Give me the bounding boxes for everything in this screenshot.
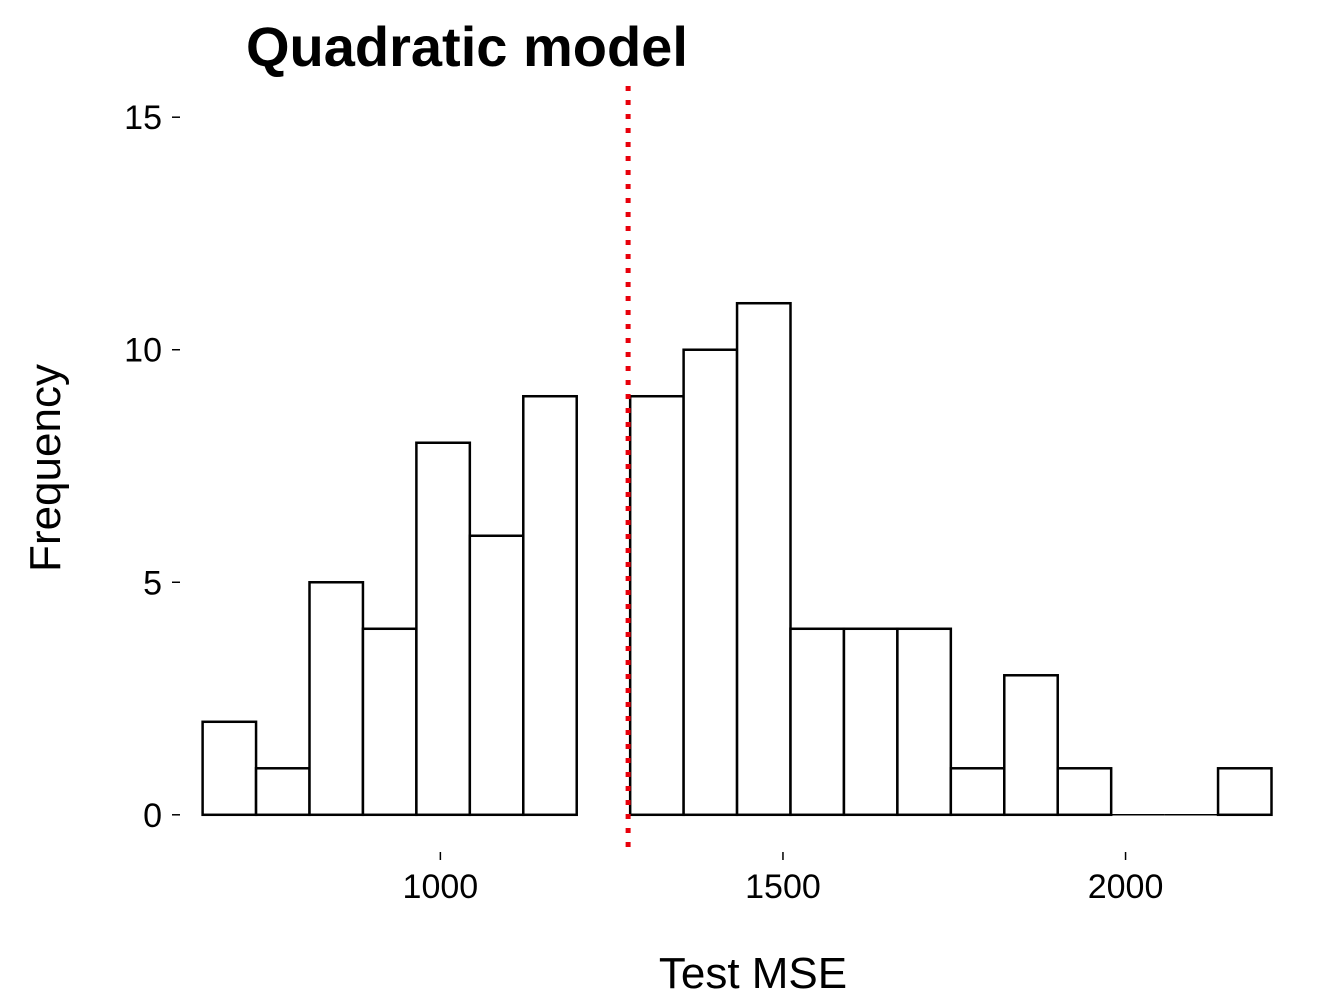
histogram-bar-8 (628, 394, 685, 817)
histogram-bar-10 (735, 301, 792, 817)
histogram-bar-12 (842, 627, 899, 817)
x-axis-label: Test MSE (659, 949, 847, 998)
histogram-bars (201, 301, 1273, 817)
chart-title: Quadratic model (246, 15, 688, 78)
histogram-bar-0 (201, 720, 258, 817)
histogram-bar-11 (789, 627, 846, 817)
histogram-bar-16 (1056, 767, 1113, 817)
histogram-bar-5 (468, 534, 525, 817)
y-tick-label-0: 0 (143, 797, 162, 835)
x-tick-label-1500: 1500 (745, 868, 821, 906)
histogram-bar-4 (415, 441, 472, 817)
histogram-bar-1 (254, 767, 311, 817)
y-axis-label: Frequency (21, 364, 70, 572)
y-tick-label-5: 5 (143, 564, 162, 602)
x-tick-label-1000: 1000 (403, 868, 479, 906)
histogram-bar-13 (896, 627, 953, 817)
y-tick-label-15: 15 (124, 99, 162, 137)
histogram-bar-9 (682, 348, 739, 817)
x-tick-label-2000: 2000 (1088, 868, 1164, 906)
histogram-bar-15 (1003, 674, 1059, 817)
histogram-bar-3 (361, 627, 418, 817)
histogram-bar-2 (308, 581, 365, 817)
y-tick-label-10: 10 (124, 332, 162, 370)
histogram-bar-19 (1216, 767, 1273, 817)
x-axis: 1000 1500 2000 (403, 852, 1164, 906)
histogram-bar-14 (949, 767, 1006, 817)
y-axis: 0 5 10 15 (124, 99, 180, 835)
histogram-bar-6 (522, 394, 578, 817)
